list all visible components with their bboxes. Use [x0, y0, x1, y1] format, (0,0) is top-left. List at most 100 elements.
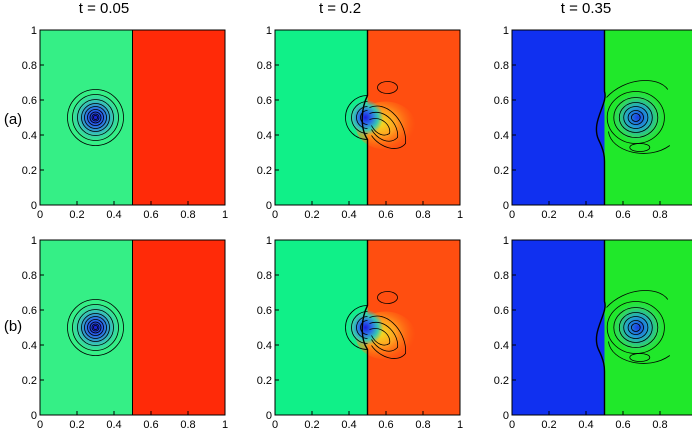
contour-line — [629, 143, 651, 152]
interface-line — [595, 240, 606, 415]
y-tick-label: 0 — [266, 410, 272, 422]
contour-line — [613, 307, 659, 348]
x-tick-label: 0.6 — [615, 209, 630, 221]
x-tick-label: 1 — [222, 209, 228, 221]
contour-line — [377, 81, 398, 94]
y-tick-label: 0.6 — [494, 95, 509, 107]
contour-line — [91, 323, 100, 332]
x-tick-label: 0.8 — [415, 209, 430, 221]
y-tick-label: 0.6 — [257, 305, 272, 317]
contour-line — [369, 118, 391, 136]
column-title-1: t = 0.05 — [79, 0, 129, 17]
x-tick-label: 0 — [509, 419, 515, 431]
right-state-region — [132, 240, 225, 415]
y-tick-label: 0.6 — [22, 305, 37, 317]
x-tick-label: 0.4 — [341, 209, 356, 221]
contour-line — [629, 353, 651, 362]
contour-line — [369, 321, 398, 352]
row-label-b: (b) — [4, 318, 22, 335]
contour-line — [89, 321, 102, 334]
contour-line — [67, 299, 124, 356]
y-tick-label: 0.6 — [257, 95, 272, 107]
x-tick-label: 0.6 — [615, 419, 630, 431]
contour-line — [369, 328, 391, 346]
contour-line — [81, 313, 110, 342]
contour-line — [87, 109, 104, 126]
x-tick-label: 0.2 — [69, 419, 84, 431]
x-tick-label: 0.2 — [304, 419, 319, 431]
contour-line — [606, 80, 669, 98]
x-tick-label: 0.8 — [415, 419, 430, 431]
x-tick-label: 0 — [37, 209, 43, 221]
x-tick-label: 0.2 — [541, 209, 556, 221]
y-tick-label: 0 — [503, 410, 509, 422]
right-state-region — [132, 30, 225, 205]
vortex-core — [347, 309, 384, 346]
contour-line — [627, 110, 644, 125]
y-tick-label: 0.8 — [494, 60, 509, 72]
contour-line — [84, 316, 107, 339]
contour-line — [93, 325, 98, 330]
vortex-core — [347, 99, 384, 136]
x-tick-label: 1 — [222, 419, 228, 431]
contour-line — [630, 113, 641, 122]
y-tick-label: 0.4 — [494, 130, 509, 142]
y-tick-label: 0 — [503, 200, 509, 212]
contour-line — [77, 309, 114, 346]
y-tick-label: 1 — [31, 235, 37, 247]
x-tick-label: 0 — [272, 419, 278, 431]
left-state-region — [512, 30, 605, 205]
contour-line — [351, 311, 368, 344]
contour-line — [377, 291, 398, 304]
axes-frame — [274, 29, 461, 206]
x-tick-label: 0.6 — [143, 419, 158, 431]
panel-a-1: 0 0.2 0.4 0.6 0.8 1 0 0.2 0.4 0.6 0.8 1 — [22, 25, 228, 221]
contour-line — [87, 319, 104, 336]
contour-line — [81, 103, 110, 132]
contour-line — [623, 316, 649, 339]
vortex-core — [611, 301, 664, 354]
y-tick-label: 0.8 — [22, 60, 37, 72]
y-tick-label: 1 — [31, 25, 37, 37]
contour-line — [93, 115, 98, 120]
contour-line — [369, 111, 398, 142]
y-tick-label: 0.4 — [22, 130, 37, 142]
x-tick-label: 0.8 — [180, 419, 195, 431]
axes-frame — [511, 29, 692, 206]
contour-line — [360, 320, 368, 335]
row-label-a: (a) — [4, 111, 22, 128]
x-tick-label: 0 — [37, 419, 43, 431]
x-tick-label: 0.2 — [69, 209, 84, 221]
y-tick-label: 0.2 — [22, 375, 37, 387]
x-tick-label: 0.8 — [652, 209, 667, 221]
y-tick-label: 0.6 — [494, 305, 509, 317]
contour-line — [67, 89, 124, 146]
y-tick-label: 0 — [31, 200, 37, 212]
x-tick-label: 0.8 — [180, 209, 195, 221]
left-state-region — [512, 240, 605, 415]
y-tick-label: 0 — [266, 200, 272, 212]
x-tick-label: 0.8 — [652, 419, 667, 431]
interface-line — [361, 240, 369, 415]
x-tick-label: 0 — [509, 209, 515, 221]
column-title-2: t = 0.2 — [319, 0, 361, 17]
y-tick-label: 0.4 — [22, 340, 37, 352]
x-tick-label: 0.4 — [341, 419, 356, 431]
axes-frame — [511, 239, 692, 416]
contour-line — [91, 113, 100, 122]
contour-line — [613, 97, 659, 138]
y-tick-label: 0.4 — [494, 340, 509, 352]
vortex-core — [71, 93, 120, 142]
interface-line — [361, 30, 369, 205]
contour-line — [623, 106, 649, 129]
contour-line — [606, 290, 669, 308]
y-tick-label: 1 — [503, 25, 509, 37]
y-tick-label: 0.6 — [22, 95, 37, 107]
x-tick-label: 1 — [457, 209, 463, 221]
contour-line — [630, 323, 641, 332]
contour-line — [72, 304, 119, 351]
panel-grid: 0 0.2 0.4 0.6 0.8 1 0 0.2 0.4 0.6 0.8 1 0 0.2 0.4 0.6 0.… — [22, 25, 692, 431]
